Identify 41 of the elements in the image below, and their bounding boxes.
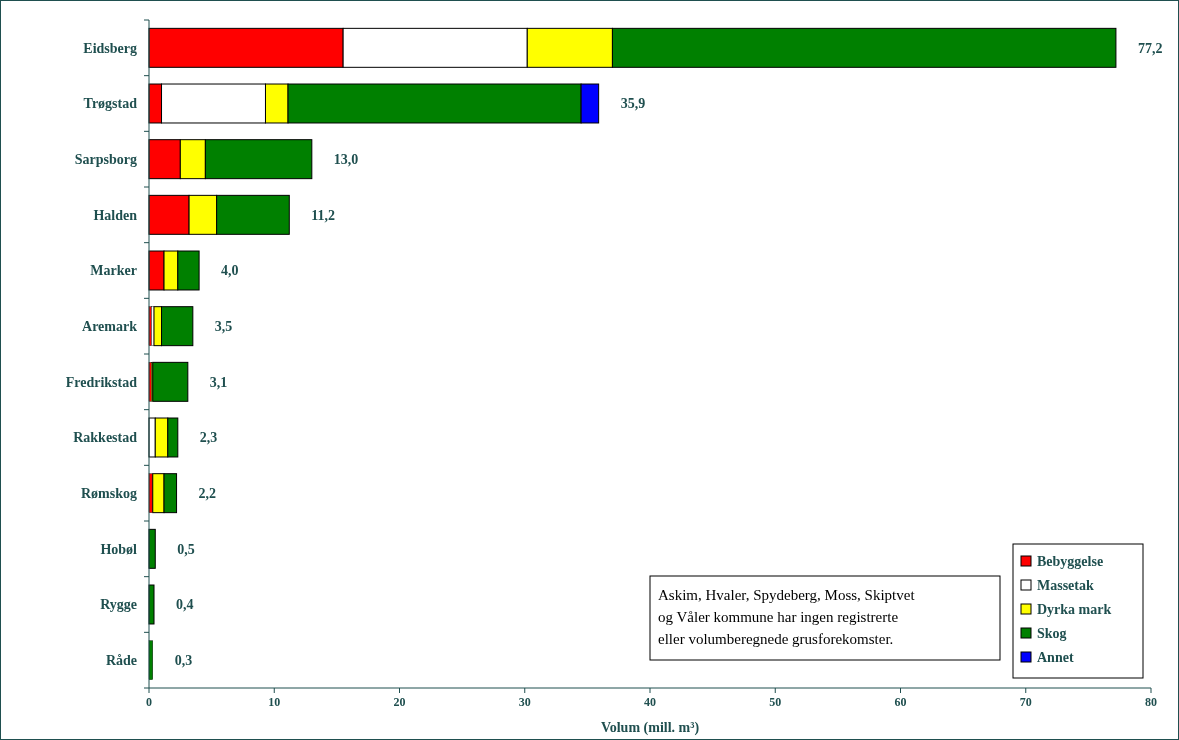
total-label: 0,4 [176,597,194,613]
x-tick-label: 70 [1019,695,1032,709]
y-tick-label: Fredrikstad [65,374,138,390]
x-tick-label: 60 [894,695,907,709]
annotation: Askim, Hvaler, Spydeberg, Moss, Skiptvet og Våler kommune har ingen registrerte eller volumberegnede grusforekomster. [658,587,916,647]
y-tick-label: Råde [105,653,137,669]
legend-label: Bebyggelse [1037,553,1104,569]
total-label: 4,0 [221,263,239,279]
total-label: 77,2 [1137,40,1163,56]
x-tick-label: 20 [393,695,406,709]
total-label: 35,9 [620,96,646,112]
total-label: 3,1 [209,374,228,390]
y-tick-label: Rømskog [80,486,137,502]
x-tick-label: 50 [769,695,782,709]
x-tick-label: 80 [1145,695,1157,709]
y-tick-label: Eidsberg [83,40,137,56]
y-tick-label: Rakkestad [73,430,138,446]
y-tick-label: Rygge [100,597,137,613]
total-label: 2,2 [198,486,217,502]
y-tick-label: Trøgstad [83,96,138,112]
legend-label: Dyrka mark [1037,601,1112,617]
x-tick-label: 40 [644,695,656,709]
total-label: 3,5 [214,319,233,335]
x-tick-label: 0 [146,695,152,709]
total-label: 2,3 [199,430,218,446]
x-tick-label: 30 [518,695,531,709]
note-box: Askim, Hvaler, Spydeberg, Moss, Skiptvet og Våler kommune har ingen registrerte eller volumberegnede grusforekomster. [649,575,1001,661]
y-tick-label: Hobøl [100,541,138,557]
legend-label: Annet [1037,649,1074,665]
total-label: 11,2 [311,207,336,223]
x-axis-title: Volum (mill. m³) [600,720,700,736]
total-label: 13,0 [333,152,359,168]
y-tick-label: Aremark [82,319,138,335]
x-tick-label: 10 [268,695,281,709]
y-tick-label: Marker [90,263,137,279]
total-label: 0,5 [177,541,195,557]
y-tick-label: Sarpsborg [74,152,137,168]
total-label: 0,3 [174,653,193,669]
legend-label: Massetak [1037,577,1094,593]
y-tick-label: Halden [93,207,138,223]
legend-label: Skog [1037,625,1067,641]
